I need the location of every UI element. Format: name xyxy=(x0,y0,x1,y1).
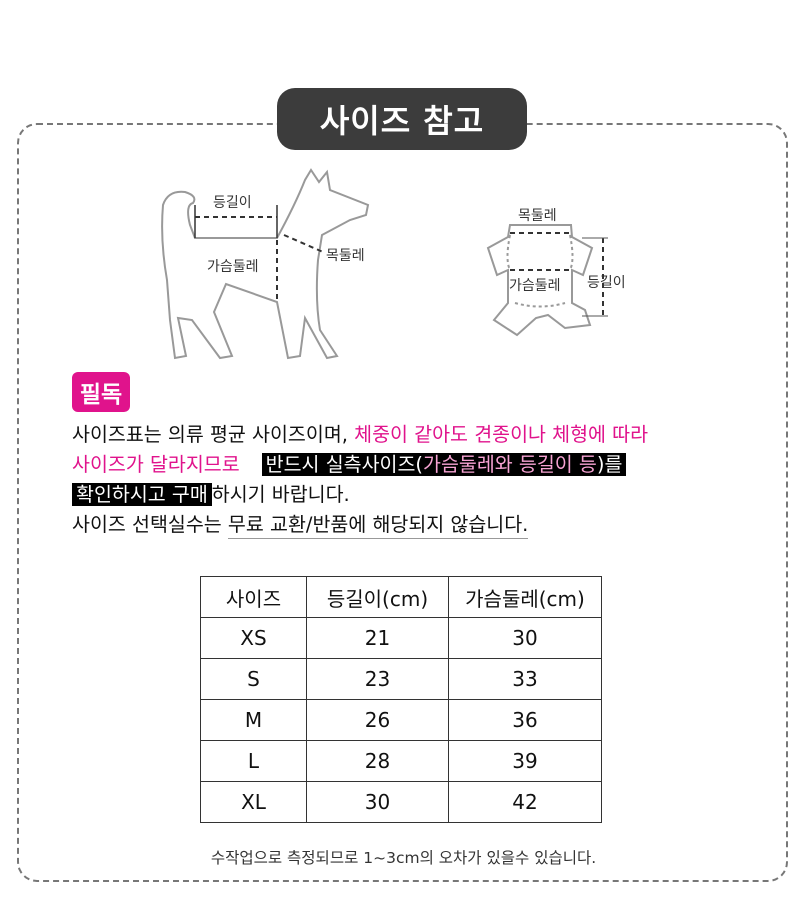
highlight-box: 반드시 실측사이즈(가슴둘레와 등길이 등)를 xyxy=(261,453,627,476)
notice-line-1: 사이즈표는 의류 평균 사이즈이며, 체중이 같아도 견종이나 체형에 따라 xyxy=(72,423,649,446)
notice-line-2: 사이즈가 달라지므로 반드시 실측사이즈(가슴둘레와 등길이 등)를 xyxy=(72,451,627,479)
neck-line xyxy=(283,234,324,253)
table-header-row: 사이즈 등길이(cm) 가슴둘레(cm) xyxy=(200,576,602,618)
header-cell: 가슴둘레(cm) xyxy=(448,576,602,618)
page-title: 사이즈 참고 xyxy=(277,88,527,150)
table-row: XS 21 30 xyxy=(200,617,602,659)
dog-chest-label: 가슴둘레 xyxy=(207,259,259,275)
garment-outline-icon xyxy=(486,224,594,337)
garment-back-label: 등길이 xyxy=(587,275,626,291)
dog-outline-icon xyxy=(161,168,370,360)
dog-neck-label: 목둘레 xyxy=(326,248,365,264)
must-read-badge: 필독 xyxy=(72,372,130,412)
table-row: S 23 33 xyxy=(200,658,602,700)
table-row: L 28 39 xyxy=(200,740,602,782)
measurement-footnote: 수작업으로 측정되므로 1~3cm의 오차가 있을수 있습니다. xyxy=(210,849,597,867)
notice-line-3: 확인하시고 구매 하시기 바랍니다. xyxy=(72,481,350,509)
dog-back-label: 등길이 xyxy=(213,195,252,211)
table-row: XL 30 42 xyxy=(200,781,602,823)
garment-chest-label: 가슴둘레 xyxy=(509,278,561,294)
size-table: 사이즈 등길이(cm) 가슴둘레(cm) XS 21 30 S 23 33 M 26 36 … xyxy=(200,576,602,823)
header-cell: 등길이(cm) xyxy=(306,576,449,618)
table-row: M 26 36 xyxy=(200,699,602,741)
header-cell: 사이즈 xyxy=(200,576,307,618)
size-diagram xyxy=(161,168,608,360)
notice-line-4: 사이즈 선택실수는 무료 교환/반품에 해당되지 않습니다. xyxy=(72,511,529,539)
garment-neck-label: 목둘레 xyxy=(518,208,557,224)
